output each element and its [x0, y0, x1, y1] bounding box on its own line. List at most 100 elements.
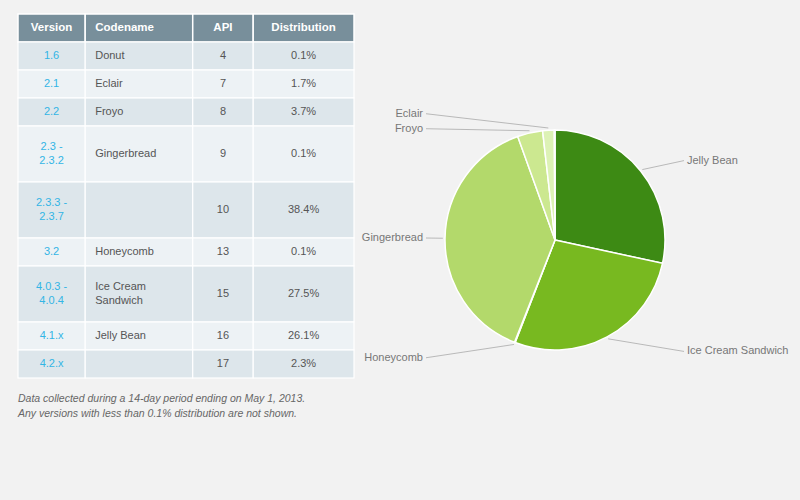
table-cell-text: 13: [217, 245, 229, 257]
table-cell: [193, 350, 253, 378]
table-cell-text: Eclair: [95, 77, 123, 89]
table-cell-text: 15: [217, 287, 229, 299]
table-cell: [193, 126, 253, 182]
table-cell: [85, 70, 193, 98]
table-cell: [253, 266, 354, 322]
table-cell-text: 10: [217, 203, 229, 215]
table-cell-text: 3.2: [44, 245, 59, 257]
table-cell-text: 8: [220, 105, 226, 117]
text-line: Honeycomb: [95, 245, 154, 257]
table-header-cell: [18, 14, 85, 42]
table-cell: [253, 238, 354, 266]
text-line: Distribution: [271, 21, 336, 33]
table-cell: [85, 126, 193, 182]
table-cell: [18, 238, 85, 266]
table-cell: [18, 98, 85, 126]
table-cell-text: Honeycomb: [95, 245, 154, 257]
table-cell: [85, 42, 193, 70]
text-line: 2.3 -: [41, 140, 63, 152]
table-cell-text: 4.2.x: [40, 357, 64, 369]
table-cell-text: 3.7%: [291, 105, 316, 117]
text-line: 0.1%: [291, 245, 316, 257]
text-line: 8: [220, 105, 226, 117]
leader-line: [426, 238, 443, 239]
table-cell: [18, 126, 85, 182]
text-line: 27.5%: [288, 287, 319, 299]
text-line: Gingerbread: [95, 147, 156, 159]
text-line: 4.0.3 -: [36, 280, 68, 292]
table-cell-text: 1.6: [44, 49, 59, 61]
table-cell-text: 1.7%: [291, 77, 316, 89]
table-header-text: API: [213, 21, 232, 33]
table-cell-text: 2.2: [44, 105, 59, 117]
table-cell: [253, 70, 354, 98]
text-line: 3.2: [44, 245, 59, 257]
leader-line: [426, 344, 514, 357]
text-line: 4: [220, 49, 226, 61]
table-cell: [193, 238, 253, 266]
text-line: 17: [217, 357, 229, 369]
leader-line: [426, 129, 529, 131]
text-line: 7: [220, 77, 226, 89]
text-line: 3.7%: [291, 105, 316, 117]
table-cell: [85, 182, 193, 238]
table-header-text: Distribution: [271, 21, 336, 33]
table-cell: [18, 322, 85, 350]
table-cell-text: 0.1%: [291, 49, 316, 61]
text-line: 15: [217, 287, 229, 299]
table-cell: [85, 98, 193, 126]
table-cell: [193, 98, 253, 126]
table-header-text: Version: [31, 21, 73, 33]
text-line: 2.3.7: [39, 210, 63, 222]
table-cell: [193, 266, 253, 322]
text-line: 4.1.x: [40, 329, 64, 341]
slice-label: Froyo: [395, 122, 423, 134]
table-cell-text: 38.4%: [288, 203, 319, 215]
text-line: Codename: [95, 21, 154, 33]
table-cell: [253, 322, 354, 350]
text-line: Ice Cream: [95, 280, 146, 292]
table-cell: [193, 182, 253, 238]
slice-label: Ice Cream Sandwich: [687, 344, 789, 356]
table-header-cell: [193, 14, 253, 42]
table-cell-text: 2.1: [44, 77, 59, 89]
table-cell: [18, 350, 85, 378]
table-cell-text: 16: [217, 329, 229, 341]
table-cell: [18, 266, 85, 322]
footnote: Any versions with less than 0.1% distrib…: [17, 407, 297, 419]
slice-label: Honeycomb: [364, 351, 423, 363]
table-cell-text: Froyo: [95, 105, 123, 117]
table-cell-text: Jelly Bean: [95, 329, 146, 341]
table-cell-text: Donut: [95, 49, 124, 61]
text-line: 2.3.2: [39, 154, 63, 166]
leader-line: [608, 339, 684, 352]
text-line: 16: [217, 329, 229, 341]
table-cell-text: 4.1.x: [40, 329, 64, 341]
table-cell-text: Gingerbread: [95, 147, 156, 159]
text-line: Version: [31, 21, 73, 33]
pie-slice: [554, 130, 556, 240]
table-header-cell: [85, 14, 193, 42]
table-cell-text: 27.5%: [288, 287, 319, 299]
leader-line: [426, 114, 548, 128]
table: Version Codename API Distribution 1.6 Donut 4 0…: [17, 14, 354, 419]
text-line: 26.1%: [288, 329, 319, 341]
slice-label: Gingerbread: [362, 231, 423, 243]
table-cell-text: 2.3%: [291, 357, 316, 369]
text-line: Donut: [95, 49, 124, 61]
text-line: 1.6: [44, 49, 59, 61]
slice-label: Eclair: [395, 107, 423, 119]
pie: Jelly Bean Ice Cream Sandwich Honeycomb Gin…: [362, 107, 789, 363]
text-line: 10: [217, 203, 229, 215]
table-cell-text: 9: [220, 147, 226, 159]
table-cell-text: Ice CreamSandwich: [95, 280, 146, 306]
table-cell: [253, 350, 354, 378]
table-cell: [18, 182, 85, 238]
table-cell: [253, 126, 354, 182]
table-cell: [18, 42, 85, 70]
text-line: Eclair: [95, 77, 123, 89]
table-cell: [193, 322, 253, 350]
table-cell: [85, 266, 193, 322]
slice-label: Jelly Bean: [687, 154, 738, 166]
table-cell: [18, 70, 85, 98]
